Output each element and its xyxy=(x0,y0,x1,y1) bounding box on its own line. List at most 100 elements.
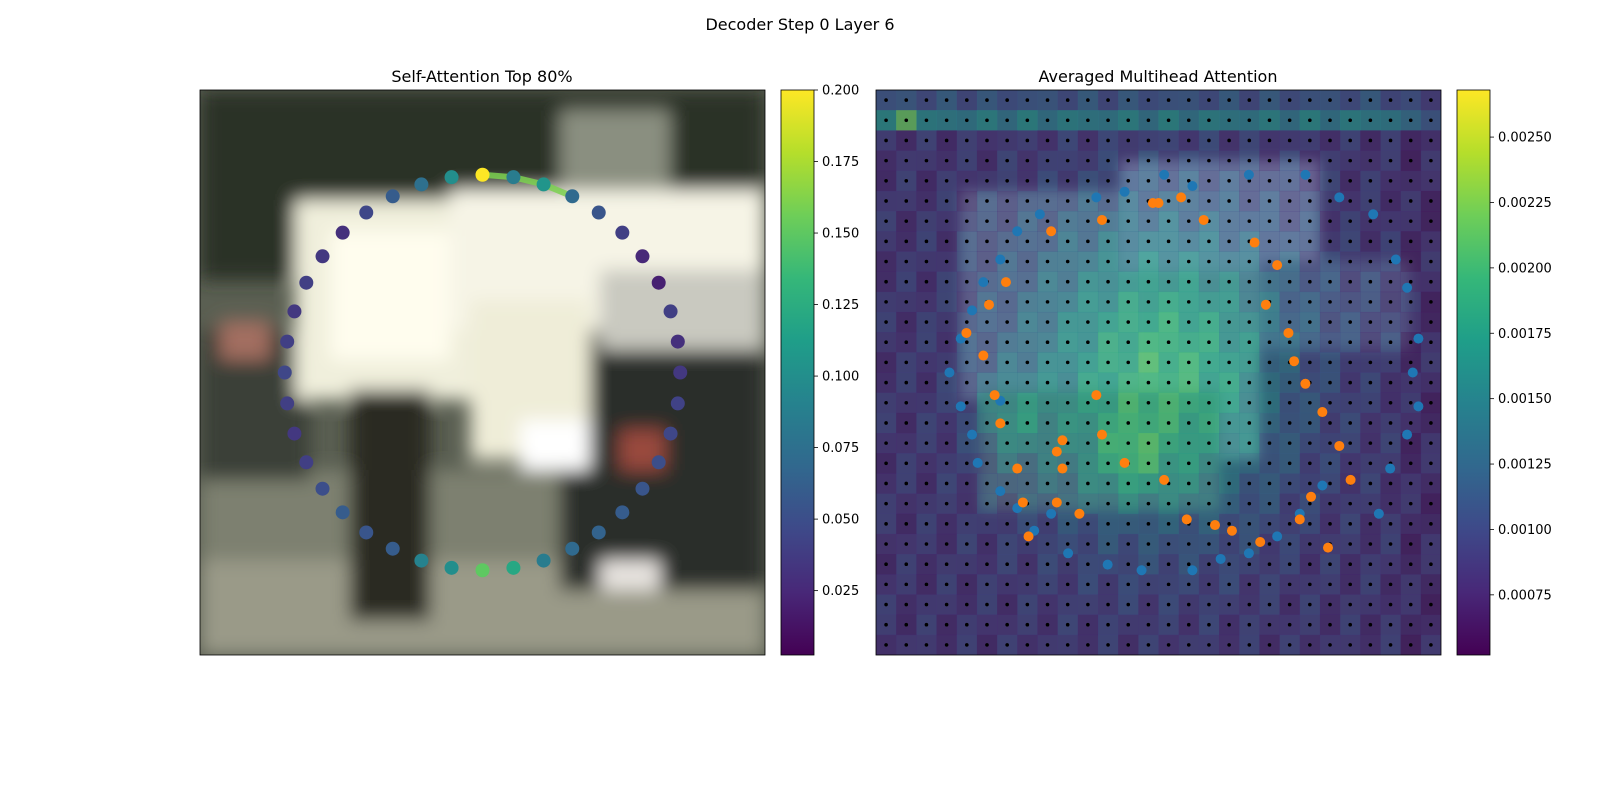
grid-dot xyxy=(1166,441,1171,445)
blue-point xyxy=(972,457,983,468)
grid-dot xyxy=(1287,643,1292,647)
grid-dot xyxy=(884,239,888,244)
grid-dot xyxy=(965,199,969,203)
grid-dot xyxy=(1368,582,1373,587)
grid-dot xyxy=(1429,300,1433,304)
grid-dot xyxy=(1186,461,1191,466)
grid-dot xyxy=(1408,300,1413,304)
grid-dot xyxy=(1005,562,1009,566)
blue-point xyxy=(1243,169,1254,180)
grid-dot xyxy=(1388,582,1393,587)
grid-dot xyxy=(904,340,909,345)
grid-dot xyxy=(1126,542,1131,546)
grid-dot xyxy=(1267,643,1272,647)
colorbar-tick-label: 0.200 xyxy=(822,84,859,99)
colorbar-tick-label: 0.175 xyxy=(822,155,859,170)
grid-dot xyxy=(1166,179,1171,183)
grid-dot xyxy=(904,643,909,647)
grid-dot xyxy=(1086,461,1090,466)
grid-dot xyxy=(1126,199,1131,203)
colorbar-tick-label: 0.00150 xyxy=(1498,392,1552,407)
grid-dot xyxy=(904,279,909,284)
grid-dot xyxy=(1328,400,1332,405)
grid-dot xyxy=(1146,400,1151,405)
grid-dot xyxy=(1106,481,1110,486)
self-attention-title: Self-Attention Top 80% xyxy=(391,67,572,86)
grid-dot xyxy=(1247,360,1252,365)
grid-dot xyxy=(1025,602,1030,607)
grid-dot xyxy=(1388,622,1393,627)
ring-point xyxy=(635,249,650,264)
grid-dot xyxy=(1247,279,1252,284)
grid-dot xyxy=(1126,320,1131,324)
grid-dot xyxy=(1247,179,1252,183)
grid-dot xyxy=(1308,542,1312,546)
grid-dot xyxy=(1126,300,1131,304)
grid-dot xyxy=(884,421,888,425)
grid-dot xyxy=(1388,98,1393,102)
grid-dot xyxy=(1106,219,1110,223)
grid-dot xyxy=(944,380,949,385)
ring-point xyxy=(506,560,521,575)
grid-dot xyxy=(1388,179,1393,183)
grid-dot xyxy=(1086,562,1090,566)
grid-dot xyxy=(1267,158,1272,163)
grid-dot xyxy=(1086,441,1090,445)
orange-point xyxy=(1091,390,1102,401)
grid-dot xyxy=(904,239,909,244)
grid-dot xyxy=(1005,501,1009,506)
grid-dot xyxy=(924,179,929,183)
grid-dot xyxy=(1328,118,1332,123)
grid-dot xyxy=(1348,179,1352,183)
grid-dot xyxy=(1247,582,1252,587)
grid-dot xyxy=(1388,643,1393,647)
orange-point xyxy=(1051,497,1062,508)
grid-dot xyxy=(1106,300,1110,304)
grid-dot xyxy=(1045,380,1050,385)
ring-point xyxy=(335,505,350,520)
grid-dot xyxy=(1106,320,1110,324)
grid-dot xyxy=(1005,138,1009,143)
grid-dot xyxy=(1267,481,1272,486)
orange-point xyxy=(1017,497,1028,508)
grid-dot xyxy=(1287,481,1292,486)
grid-dot xyxy=(884,199,888,203)
orange-point xyxy=(1334,440,1345,451)
blue-point xyxy=(1317,480,1328,491)
grid-dot xyxy=(1106,340,1110,345)
grid-dot xyxy=(1005,158,1009,163)
colorbar-tick-label: 0.00125 xyxy=(1498,458,1552,473)
grid-dot xyxy=(1106,622,1110,627)
grid-dot xyxy=(965,643,969,647)
grid-dot xyxy=(1025,98,1030,102)
orange-point xyxy=(1097,214,1107,225)
grid-dot xyxy=(1348,259,1352,264)
ring-point xyxy=(414,553,429,568)
grid-dot xyxy=(1247,138,1252,143)
grid-dot xyxy=(1126,118,1131,123)
grid-dot xyxy=(1086,279,1090,284)
grid-dot xyxy=(1005,542,1009,546)
grid-dot xyxy=(1166,602,1171,607)
grid-dot xyxy=(1388,199,1393,203)
grid-dot xyxy=(1308,219,1312,223)
grid-dot xyxy=(1005,622,1009,627)
grid-dot xyxy=(1287,279,1292,284)
grid-dot xyxy=(965,380,969,385)
grid-dot xyxy=(1267,542,1272,546)
grid-dot xyxy=(1106,441,1110,445)
grid-dot xyxy=(1429,199,1433,203)
grid-dot xyxy=(1408,199,1413,203)
blue-point xyxy=(1215,553,1226,564)
grid-dot xyxy=(1247,501,1252,506)
grid-dot xyxy=(1065,340,1070,345)
grid-dot xyxy=(1146,158,1151,163)
grid-dot xyxy=(1207,138,1211,143)
grid-dot xyxy=(1247,522,1252,526)
grid-dot xyxy=(884,481,888,486)
orange-point xyxy=(1345,474,1356,485)
grid-dot xyxy=(1065,320,1070,324)
grid-dot xyxy=(1328,239,1332,244)
grid-dot xyxy=(1086,542,1090,546)
grid-dot xyxy=(1065,522,1070,526)
